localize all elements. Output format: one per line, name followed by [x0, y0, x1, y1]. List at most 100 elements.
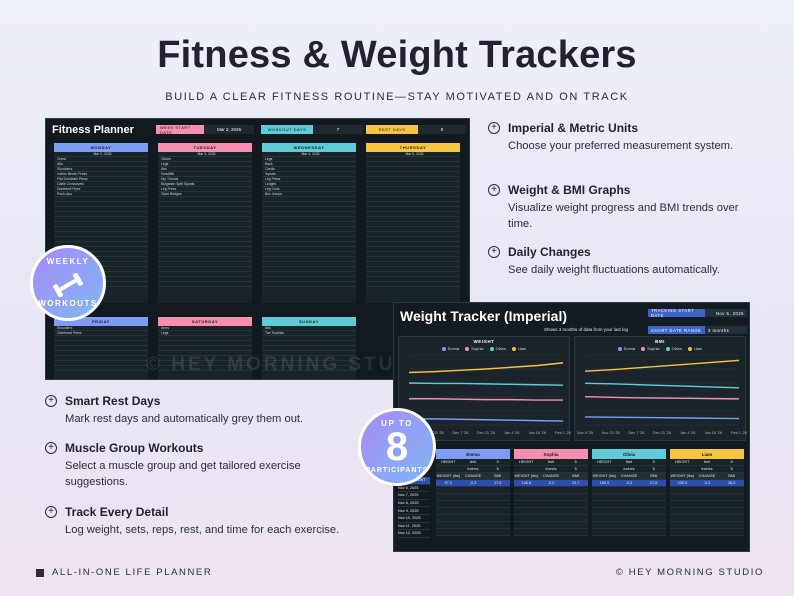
log-row[interactable] — [514, 494, 588, 501]
empty-row[interactable] — [262, 217, 356, 222]
empty-row[interactable] — [262, 351, 356, 356]
log-row[interactable] — [670, 494, 744, 501]
empty-row[interactable] — [158, 346, 252, 351]
exercise-row[interactable]: Abs — [262, 326, 356, 331]
empty-row[interactable] — [158, 252, 252, 257]
empty-row[interactable] — [262, 262, 356, 267]
empty-row[interactable] — [262, 257, 356, 262]
empty-row[interactable] — [366, 247, 460, 252]
empty-row[interactable] — [366, 272, 460, 277]
log-row[interactable] — [592, 529, 666, 536]
empty-row[interactable] — [262, 197, 356, 202]
empty-row[interactable] — [54, 356, 148, 361]
empty-row[interactable] — [158, 207, 252, 212]
log-row[interactable] — [436, 501, 510, 508]
exercise-row[interactable]: Flat Dumbbell Press — [54, 177, 148, 182]
exercise-row[interactable] — [366, 192, 460, 197]
empty-row[interactable] — [54, 351, 148, 356]
exercise-row[interactable]: Toe Touches — [262, 331, 356, 336]
exercise-row[interactable] — [366, 172, 460, 177]
empty-row[interactable] — [366, 252, 460, 257]
empty-row[interactable] — [54, 237, 148, 242]
empty-row[interactable] — [54, 197, 148, 202]
log-row[interactable] — [436, 515, 510, 522]
empty-row[interactable] — [54, 247, 148, 252]
empty-row[interactable] — [366, 232, 460, 237]
participant-name[interactable]: Sophia — [514, 449, 588, 459]
exercise-row[interactable]: Squats — [262, 172, 356, 177]
log-row[interactable] — [436, 522, 510, 529]
exercise-row[interactable]: Cable Crossovers — [54, 182, 148, 187]
log-row[interactable] — [592, 494, 666, 501]
empty-row[interactable] — [366, 282, 460, 287]
empty-row[interactable] — [158, 232, 252, 237]
day-date[interactable]: Mar 5, 2026 — [366, 152, 460, 157]
empty-row[interactable] — [158, 361, 252, 366]
log-row[interactable] — [592, 487, 666, 494]
empty-row[interactable] — [54, 227, 148, 232]
empty-row[interactable] — [262, 252, 356, 257]
empty-row[interactable] — [158, 366, 252, 371]
empty-row[interactable] — [262, 207, 356, 212]
empty-row[interactable] — [158, 351, 252, 356]
empty-row[interactable] — [366, 202, 460, 207]
empty-row[interactable] — [262, 366, 356, 371]
empty-row[interactable] — [158, 197, 252, 202]
participant-name[interactable]: Emma — [436, 449, 510, 459]
exercise-row[interactable]: Cardio — [262, 167, 356, 172]
exercise-row[interactable]: Incline Bench Press — [54, 172, 148, 177]
exercise-row[interactable] — [366, 177, 460, 182]
participant-name[interactable]: Liam — [670, 449, 744, 459]
exercise-row[interactable]: Shoulders — [54, 167, 148, 172]
day-date[interactable]: Mar 2, 2026 — [54, 152, 148, 157]
log-row[interactable] — [514, 522, 588, 529]
empty-row[interactable] — [262, 361, 356, 366]
empty-row[interactable] — [54, 242, 148, 247]
empty-row[interactable] — [366, 212, 460, 217]
empty-row[interactable] — [262, 227, 356, 232]
empty-row[interactable] — [158, 272, 252, 277]
exercise-row[interactable]: Legs — [158, 331, 252, 336]
exercise-row[interactable]: Abs — [54, 162, 148, 167]
empty-row[interactable] — [158, 336, 252, 341]
empty-row[interactable] — [366, 262, 460, 267]
exercise-row[interactable] — [366, 187, 460, 192]
empty-row[interactable] — [366, 217, 460, 222]
empty-row[interactable] — [262, 242, 356, 247]
empty-row[interactable] — [366, 207, 460, 212]
empty-row[interactable] — [54, 341, 148, 346]
empty-row[interactable] — [366, 277, 460, 282]
exercise-row[interactable]: Lunges — [262, 182, 356, 187]
exercise-row[interactable]: Shoulders — [54, 326, 148, 331]
log-row[interactable] — [436, 487, 510, 494]
empty-row[interactable] — [262, 282, 356, 287]
log-row[interactable] — [670, 487, 744, 494]
empty-row[interactable] — [366, 267, 460, 272]
empty-row[interactable] — [262, 247, 356, 252]
exercise-row[interactable]: Back — [262, 162, 356, 167]
empty-row[interactable] — [262, 356, 356, 361]
exercise-row[interactable]: Chest — [54, 157, 148, 162]
empty-row[interactable] — [158, 237, 252, 242]
empty-row[interactable] — [54, 232, 148, 237]
log-row[interactable] — [436, 508, 510, 515]
empty-row[interactable] — [54, 336, 148, 341]
empty-row[interactable] — [262, 232, 356, 237]
week-start-value[interactable]: Mar 2, 2026 — [204, 125, 254, 134]
empty-row[interactable] — [262, 267, 356, 272]
exercise-row[interactable]: Abs — [158, 167, 252, 172]
empty-row[interactable] — [54, 361, 148, 366]
empty-row[interactable] — [262, 237, 356, 242]
log-row[interactable] — [514, 508, 588, 515]
empty-row[interactable] — [158, 202, 252, 207]
tracking-start-value[interactable]: Nov 6, 2025 — [705, 309, 747, 317]
log-row[interactable] — [592, 508, 666, 515]
empty-row[interactable] — [262, 341, 356, 346]
empty-row[interactable] — [366, 197, 460, 202]
exercise-row[interactable]: Deadlifts — [158, 172, 252, 177]
exercise-row[interactable]: Bulgarian Split Squats — [158, 182, 252, 187]
empty-row[interactable] — [158, 341, 252, 346]
empty-row[interactable] — [262, 346, 356, 351]
exercise-row[interactable]: Leg Curls — [262, 187, 356, 192]
log-row[interactable] — [670, 508, 744, 515]
